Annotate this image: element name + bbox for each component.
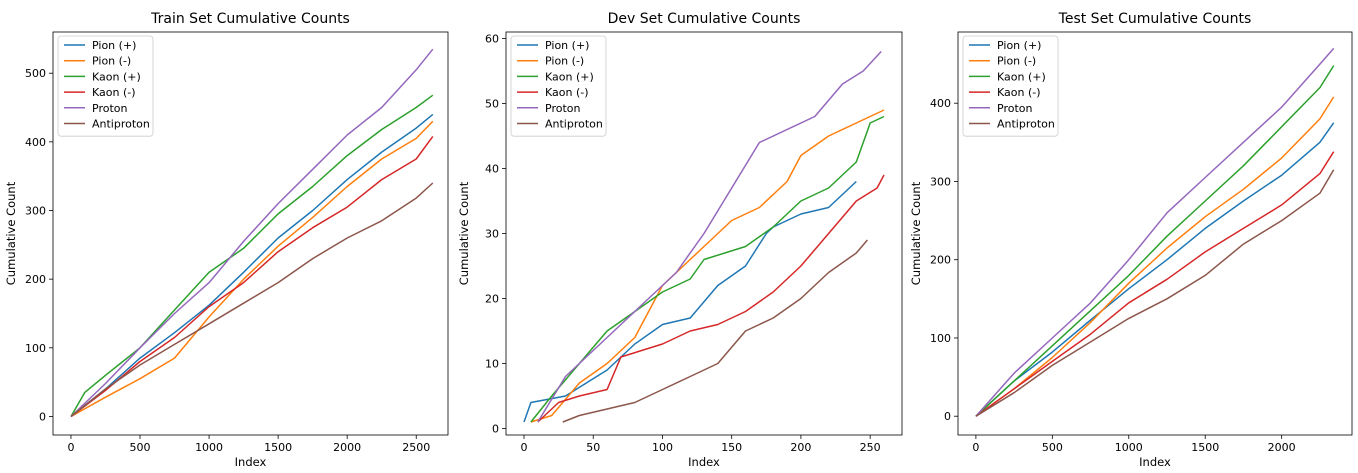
dev-y-tick-label: 60	[485, 33, 499, 46]
test-x-tick-label: 1500	[1191, 441, 1219, 454]
dev-legend: Pion (+) Pion (-) Kaon (+) Kaon (-) Proton An…	[510, 35, 607, 137]
dev-x-tick-label: 100	[652, 441, 673, 454]
train-chart: 0 500 1000 1500 2000 2500 0 100 200 300 400 500 Trai…	[4, 11, 449, 469]
train-x-tick-label: 2500	[402, 441, 430, 454]
test-x-axis-label: Index	[1139, 455, 1171, 469]
dev-chart-title: Dev Set Cumulative Counts	[608, 11, 801, 27]
test-chart-title: Test Set Cumulative Counts	[1058, 11, 1252, 27]
train-legend-label-antiproton: Antiproton	[92, 118, 150, 131]
train-x-tick-label: 0	[67, 441, 74, 454]
train-series-kaon	[70, 135, 434, 418]
test-x-tick-label: 2000	[1268, 441, 1296, 454]
train-legend-label-pion: Pion (+)	[92, 39, 136, 52]
train-y-axis-label: Cumulative Count	[4, 181, 18, 285]
train-series-pion	[70, 113, 434, 418]
test-y-tick-label: 300	[930, 175, 951, 188]
dev-legend-label-antiproton: Antiproton	[545, 118, 603, 131]
train-x-tick-label: 500	[130, 441, 151, 454]
test-y-tick-label: 0	[944, 410, 951, 423]
test-legend: Pion (+) Pion (-) Kaon (+) Kaon (-) Proton An…	[962, 35, 1059, 137]
dev-y-axis-label: Cumulative Count	[457, 181, 471, 285]
train-y-tick-label: 100	[25, 342, 46, 355]
test-x-tick-label: 0	[972, 441, 979, 454]
dev-legend-label-pion: Pion (+)	[545, 39, 589, 52]
dev-series-proton	[537, 50, 882, 423]
dev-y-tick-label: 50	[485, 98, 499, 111]
test-y-tick-label: 200	[930, 254, 951, 267]
train-legend-label-proton: Proton	[92, 102, 127, 115]
train-y-tick-label: 300	[25, 205, 46, 218]
dev-y-tick-label: 20	[485, 293, 499, 306]
test-axes-frame	[957, 31, 1353, 436]
train-legend-label-kaon: Kaon (-)	[92, 86, 136, 99]
dev-y-tick-label: 0	[492, 423, 499, 436]
test-y-tick-label: 400	[930, 97, 951, 110]
train-axes-frame	[52, 31, 449, 436]
test-y-tick-label: 100	[930, 332, 951, 345]
dev-legend-label-kaon: Kaon (-)	[545, 86, 589, 99]
dev-series-pion	[523, 180, 857, 423]
train-y-tick-label: 200	[25, 273, 46, 286]
dev-chart: 0 50 100 150 200 250 0 10 20 30 40 50 60 Dev Set Cumu…	[457, 11, 903, 469]
test-legend-label-antiproton: Antiproton	[997, 118, 1055, 131]
test-legend-label-kaon: Kaon (+)	[997, 70, 1046, 83]
test-legend-label-kaon: Kaon (-)	[997, 86, 1041, 99]
train-series-pion	[70, 120, 434, 418]
train-series-proton	[70, 48, 434, 418]
dev-series-kaon	[537, 174, 885, 423]
dev-series-pion	[530, 109, 885, 423]
train-chart-title: Train Set Cumulative Counts	[150, 11, 350, 27]
test-series-kaon	[975, 151, 1335, 417]
dev-x-tick-label: 150	[721, 441, 742, 454]
dev-legend-label-pion: Pion (-)	[545, 55, 584, 68]
train-legend: Pion (+) Pion (-) Kaon (+) Kaon (-) Proton An…	[57, 35, 154, 137]
test-legend-label-pion: Pion (-)	[997, 55, 1036, 68]
dev-legend-label-proton: Proton	[545, 102, 580, 115]
dev-x-tick-label: 200	[790, 441, 811, 454]
train-x-axis-label: Index	[235, 455, 267, 469]
dev-x-tick-label: 50	[586, 441, 600, 454]
train-legend-label-kaon: Kaon (+)	[92, 70, 141, 83]
test-x-tick-label: 500	[1042, 441, 1063, 454]
dev-y-tick-label: 40	[485, 163, 499, 176]
dev-x-tick-label: 0	[521, 441, 528, 454]
test-series-pion	[975, 96, 1335, 417]
test-x-tick-label: 1000	[1115, 441, 1143, 454]
test-series-proton	[975, 47, 1335, 417]
train-x-tick-label: 2000	[333, 441, 361, 454]
test-y-axis-label: Cumulative Count	[909, 181, 923, 285]
train-x-tick-label: 1000	[195, 441, 223, 454]
dev-legend-label-kaon: Kaon (+)	[545, 70, 594, 83]
test-legend-label-proton: Proton	[997, 102, 1032, 115]
test-series-kaon	[975, 65, 1335, 417]
train-x-tick-label: 1500	[264, 441, 292, 454]
test-series-pion	[975, 122, 1335, 417]
dev-x-tick-label: 250	[860, 441, 881, 454]
dev-x-axis-label: Index	[688, 455, 720, 469]
test-chart: 0 500 1000 1500 2000 0 100 200 300 400 Test Set Cu…	[909, 11, 1353, 469]
dev-y-tick-label: 30	[485, 228, 499, 241]
dev-series-antiproton	[562, 239, 868, 423]
train-series-kaon	[70, 94, 434, 417]
dev-series-kaon	[530, 115, 885, 423]
dev-y-tick-label: 10	[485, 358, 499, 371]
train-legend-label-pion: Pion (-)	[92, 55, 131, 68]
test-legend-label-pion: Pion (+)	[997, 39, 1041, 52]
train-series-antiproton	[70, 182, 434, 418]
train-y-tick-label: 500	[25, 67, 46, 80]
train-y-tick-label: 0	[39, 410, 46, 423]
train-y-tick-label: 400	[25, 136, 46, 149]
test-series-antiproton	[975, 169, 1335, 417]
